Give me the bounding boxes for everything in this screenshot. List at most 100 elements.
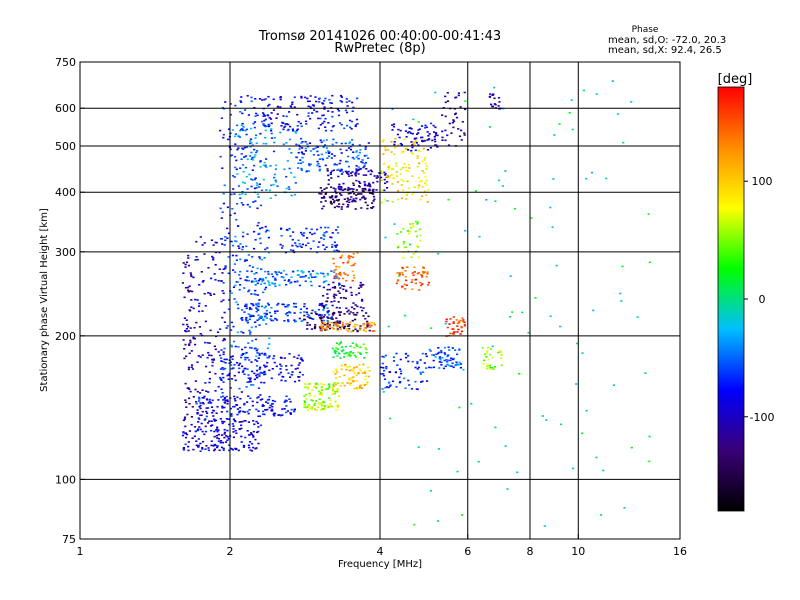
data-point [353,354,356,357]
data-point [346,261,349,264]
data-point [211,411,214,414]
data-point [330,177,333,179]
data-point [411,272,414,274]
data-point [275,272,278,274]
data-point [222,292,225,295]
data-point [313,404,316,406]
data-point [255,142,258,144]
data-point [255,186,258,189]
data-point [257,196,260,198]
data-point [348,188,351,190]
data-point [207,351,210,354]
data-point [333,277,336,280]
data-point [549,315,552,318]
data-point [400,143,403,146]
data-point [306,315,309,318]
data-point [189,390,192,393]
data-point [281,303,284,306]
data-point [419,234,422,237]
data-point [275,365,278,368]
data-point [326,293,329,295]
data-point [421,139,424,142]
data-point [395,352,398,355]
data-point [284,313,287,315]
data-point [240,421,243,423]
data-point [307,386,310,389]
data-point [340,96,343,98]
data-point [320,272,323,274]
data-point [251,340,254,342]
data-point [314,324,317,326]
data-point [335,306,338,309]
data-point [253,126,256,129]
data-point [326,274,329,276]
data-point [307,115,310,117]
data-point [331,143,334,146]
data-point [491,94,495,96]
data-point [234,345,237,348]
data-point [247,114,250,116]
data-point [190,274,193,276]
data-point [355,150,358,152]
data-point [193,326,196,329]
data-point [274,277,277,280]
data-point [441,139,444,141]
data-point [296,274,299,276]
data-point [335,382,338,385]
data-point [226,410,229,413]
data-point [486,365,489,368]
data-point [271,368,274,370]
data-point [322,281,325,284]
data-point [303,403,306,406]
data-point [336,328,339,330]
data-point [350,120,354,123]
data-point [265,166,268,169]
data-point [263,381,266,384]
data-point [372,195,376,198]
data-point [336,325,339,328]
data-point [493,97,496,100]
data-point [255,272,258,274]
data-point [256,308,259,310]
data-point [408,167,411,169]
data-point [211,255,214,258]
data-point [279,371,282,374]
data-point [197,355,200,357]
data-point [277,302,280,305]
data-point [198,396,201,399]
data-point [199,402,202,404]
data-point [259,317,263,319]
data-point [459,319,462,322]
data-point [521,311,524,314]
data-point [234,133,237,135]
data-point [504,445,507,447]
data-point [315,110,318,113]
data-point [254,200,257,202]
colorbar-tick-label: 0 [759,293,766,306]
data-point [222,202,225,205]
data-point [336,371,339,373]
data-point [304,120,308,123]
data-point [444,115,447,118]
data-point [397,144,400,147]
data-point [282,143,285,146]
data-point [287,372,290,374]
data-point [333,350,336,353]
data-point [462,319,465,321]
data-point [221,211,224,213]
data-point [363,181,366,183]
data-point [352,264,355,266]
data-point [240,435,243,438]
data-point [203,433,206,436]
data-point [314,395,317,397]
data-point [248,206,251,208]
data-point [210,420,213,422]
data-point [358,364,361,366]
data-point [257,303,260,305]
data-point [293,356,296,358]
data-point [183,357,186,360]
data-point [401,285,404,288]
data-point [318,101,321,103]
data-point [256,401,259,404]
data-point [346,274,349,277]
